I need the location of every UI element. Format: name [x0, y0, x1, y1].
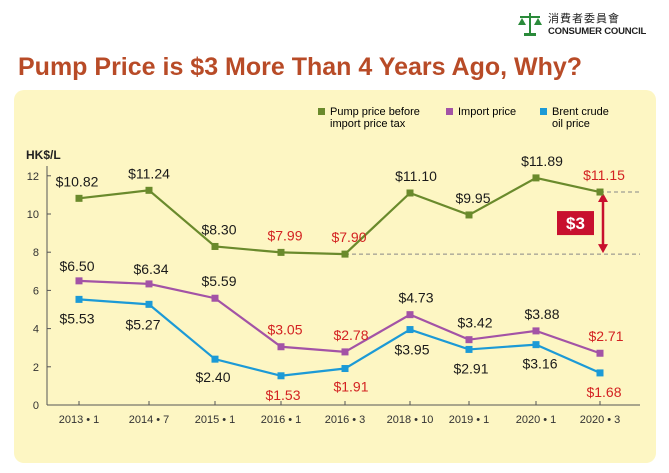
org-english-name: CONSUMER COUNCIL [548, 26, 647, 37]
data-point-brent [277, 372, 285, 380]
data-label-pump: $11.89 [521, 153, 563, 169]
x-tick-label: 2016 • 3 [325, 414, 366, 426]
legend-brent-label-2: oil price [552, 118, 590, 130]
legend-pump-label-2: import price tax [330, 118, 406, 130]
difference-arrow-head-down [598, 244, 608, 254]
data-point-brent [596, 369, 604, 377]
y-axis-label: HK$/L [26, 148, 61, 162]
data-point-brent [211, 355, 219, 363]
data-point-pump [406, 189, 414, 197]
data-point-import [277, 343, 285, 351]
y-tick-label: 12 [27, 171, 39, 183]
data-point-import [596, 349, 604, 357]
y-tick-label: 8 [33, 247, 39, 259]
data-label-pump: $7.99 [267, 227, 302, 243]
data-label-brent: $1.68 [586, 384, 621, 400]
data-point-brent [465, 345, 473, 353]
scales-logo-icon [518, 13, 542, 36]
data-point-pump [211, 242, 219, 250]
data-point-brent [75, 295, 83, 303]
x-tick-label: 2020 • 1 [516, 414, 557, 426]
data-label-pump: $11.24 [128, 165, 170, 181]
x-tick-label: 2020 • 3 [580, 414, 621, 426]
data-point-pump [596, 188, 604, 196]
difference-badge [557, 211, 594, 236]
data-label-import: $2.78 [333, 327, 368, 343]
data-label-pump: $11.15 [583, 167, 625, 183]
y-tick-label: 6 [33, 285, 39, 297]
data-point-pump [145, 186, 153, 194]
legend-brent-label-1: Brent crude [552, 106, 609, 118]
data-label-pump: $11.10 [395, 168, 437, 184]
data-point-pump [465, 211, 473, 219]
legend-pump-swatch [318, 108, 325, 115]
x-tick-label: 2014 • 7 [129, 414, 170, 426]
data-point-pump [341, 250, 349, 258]
data-point-import [145, 280, 153, 288]
difference-badge-label: $3 [566, 214, 585, 233]
x-tick-label: 2018 • 10 [387, 414, 434, 426]
data-label-import: $2.71 [588, 328, 623, 344]
data-label-import: $6.34 [133, 261, 168, 277]
legend-import-label: Import price [458, 106, 517, 118]
data-label-brent: $2.40 [195, 369, 230, 385]
legend-brent-swatch [540, 108, 547, 115]
data-point-import [465, 336, 473, 344]
data-label-brent: $1.91 [333, 379, 368, 395]
org-chinese-name: 消費者委員會 [548, 12, 620, 25]
data-point-import [75, 277, 83, 285]
data-point-import [341, 348, 349, 356]
data-label-brent: $3.95 [394, 342, 429, 358]
data-point-import [211, 294, 219, 302]
data-point-pump [75, 194, 83, 202]
data-label-pump: $8.30 [201, 221, 236, 237]
data-point-brent [532, 341, 540, 349]
data-point-pump [532, 174, 540, 182]
data-point-brent [145, 300, 153, 308]
data-point-pump [277, 248, 285, 256]
data-label-brent: $1.53 [265, 387, 300, 403]
x-tick-label: 2019 • 1 [449, 414, 490, 426]
chart-panel: 0 2 4 6 8 10 12 2013 • 1 2014 • 7 2015 • 1 2016 • … [14, 90, 656, 463]
chart-title: Pump Price is $3 More Than 4 Years Ago, … [18, 53, 583, 81]
x-tick-label: 2015 • 1 [195, 414, 236, 426]
data-label-import: $3.05 [267, 322, 302, 338]
data-label-brent: $2.91 [453, 360, 488, 376]
y-tick-label: 2 [33, 362, 39, 374]
data-label-pump: $7.90 [331, 229, 366, 245]
data-point-brent [341, 365, 349, 373]
difference-arrow-head-up [598, 193, 608, 203]
legend-pump-label-1: Pump price before [330, 106, 420, 118]
data-point-brent [406, 326, 414, 334]
data-label-import: $4.73 [398, 290, 433, 306]
data-label-brent: $5.53 [59, 310, 94, 326]
data-label-pump: $10.82 [56, 173, 99, 189]
y-tick-label: 0 [33, 400, 39, 412]
data-label-import: $5.59 [201, 273, 236, 289]
data-label-brent: $3.16 [522, 356, 557, 372]
x-tick-label: 2013 • 1 [59, 414, 100, 426]
line-chart: 0 2 4 6 8 10 12 2013 • 1 2014 • 7 2015 • 1 2016 • … [27, 153, 640, 426]
consumer-council-logo: 消費者委員會 CONSUMER COUNCIL [516, 8, 664, 42]
y-tick-label: 4 [33, 324, 39, 336]
legend-import-swatch [446, 108, 453, 115]
data-label-import: $3.42 [457, 315, 492, 331]
data-label-import: $3.88 [524, 306, 559, 322]
data-point-import [406, 311, 414, 319]
y-tick-label: 10 [27, 209, 39, 221]
x-tick-label: 2016 • 1 [261, 414, 302, 426]
data-label-brent: $5.27 [125, 316, 160, 332]
data-label-pump: $9.95 [455, 190, 490, 206]
data-label-import: $6.50 [59, 258, 94, 274]
data-point-import [532, 327, 540, 335]
